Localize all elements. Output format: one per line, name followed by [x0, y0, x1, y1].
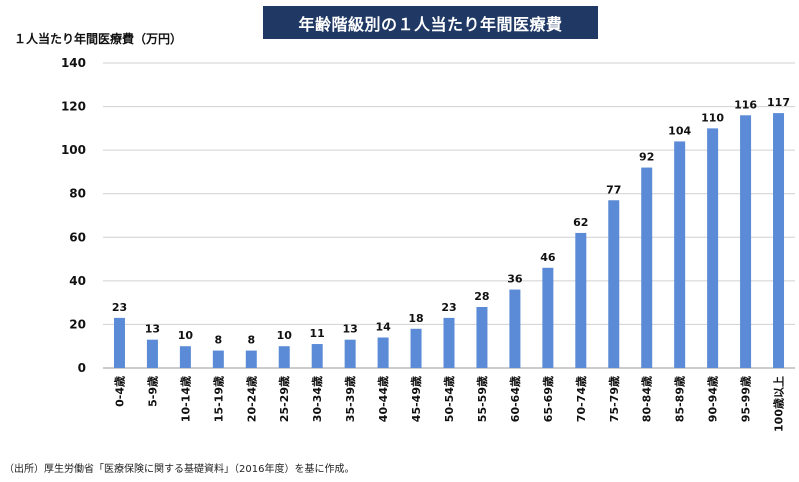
bar: [443, 317, 455, 368]
x-tick-label: 50-54歳: [442, 376, 456, 422]
data-label: 116: [734, 98, 757, 111]
x-tick-label: 35-39歳: [343, 376, 357, 422]
source-note: （出所）厚生労働省「医療保険に関する基礎資料」（2016年度）を基に作成。: [4, 464, 355, 475]
x-tick-label: 100歳以上: [772, 376, 786, 432]
x-tick-label: 90-94歳: [706, 376, 720, 422]
data-label: 110: [701, 111, 724, 124]
x-tick-label: 55-59歳: [475, 376, 489, 422]
bar: [410, 328, 422, 368]
data-label: 11: [310, 327, 325, 340]
x-tick-label: 70-74歳: [574, 376, 588, 422]
data-label: 14: [375, 321, 391, 334]
y-tick-label: 120: [61, 100, 86, 114]
bar: [311, 344, 323, 368]
bar: [245, 350, 257, 368]
bar: [509, 289, 521, 368]
x-tick-label: 85-89歳: [673, 376, 687, 422]
bar: [278, 346, 290, 368]
bar: [773, 113, 785, 368]
x-tick-label: 95-99歳: [739, 376, 753, 422]
x-tick-label: 15-19歳: [211, 376, 225, 422]
x-tick-label: 25-29歳: [277, 376, 291, 422]
x-tick-label: 5-9歳: [145, 376, 159, 407]
data-label: 13: [145, 323, 160, 336]
bar: [608, 200, 620, 368]
data-label: 117: [767, 96, 790, 109]
x-tick-label: 40-44歳: [376, 376, 390, 422]
data-label: 18: [408, 312, 423, 325]
bar: [740, 115, 752, 369]
data-label: 92: [639, 151, 654, 164]
y-tick-label: 0: [78, 361, 86, 375]
bar: [377, 337, 389, 368]
bar: [212, 350, 224, 368]
bar: [641, 167, 653, 368]
x-tick-label: 75-79歳: [607, 376, 621, 422]
bar: [542, 267, 554, 368]
data-label: 36: [507, 273, 523, 286]
data-label: 62: [573, 216, 588, 229]
data-label: 8: [215, 334, 223, 347]
x-tick-label: 10-14歳: [178, 376, 192, 422]
data-label: 104: [668, 124, 691, 137]
x-tick-label: 80-84歳: [640, 376, 654, 422]
data-label: 8: [247, 334, 255, 347]
data-label: 28: [474, 290, 489, 303]
bar: [575, 232, 587, 368]
bar: [707, 128, 719, 368]
chart-title: 年齢階級別の１人当たり年間医療費: [263, 6, 598, 39]
bar: [113, 317, 125, 368]
y-tick-label: 140: [61, 56, 86, 70]
x-tick-label: 0-4歳: [112, 376, 126, 407]
data-label: 23: [112, 301, 127, 314]
x-tick-label: 20-24歳: [244, 376, 258, 422]
bar: [179, 346, 191, 368]
data-label: 23: [441, 301, 456, 314]
y-tick-label: 80: [69, 187, 86, 201]
bar: [344, 339, 356, 368]
data-label: 13: [342, 323, 357, 336]
x-tick-label: 45-49歳: [409, 376, 423, 422]
data-label: 77: [606, 183, 621, 196]
x-tick-label: 60-64歳: [508, 376, 522, 422]
bar: [476, 307, 488, 368]
y-tick-label: 60: [69, 230, 86, 244]
bar: [674, 141, 686, 368]
data-label: 10: [178, 329, 194, 342]
data-label: 10: [277, 329, 293, 342]
x-tick-label: 65-69歳: [541, 376, 555, 422]
y-tick-label: 100: [61, 143, 86, 157]
bar: [146, 339, 158, 368]
y-tick-label: 40: [69, 274, 86, 288]
y-tick-label: 20: [69, 317, 86, 331]
y-axis-label: １人当たり年間医療費（万円）: [14, 32, 183, 46]
x-tick-label: 30-34歳: [310, 376, 324, 422]
data-label: 46: [540, 251, 556, 264]
